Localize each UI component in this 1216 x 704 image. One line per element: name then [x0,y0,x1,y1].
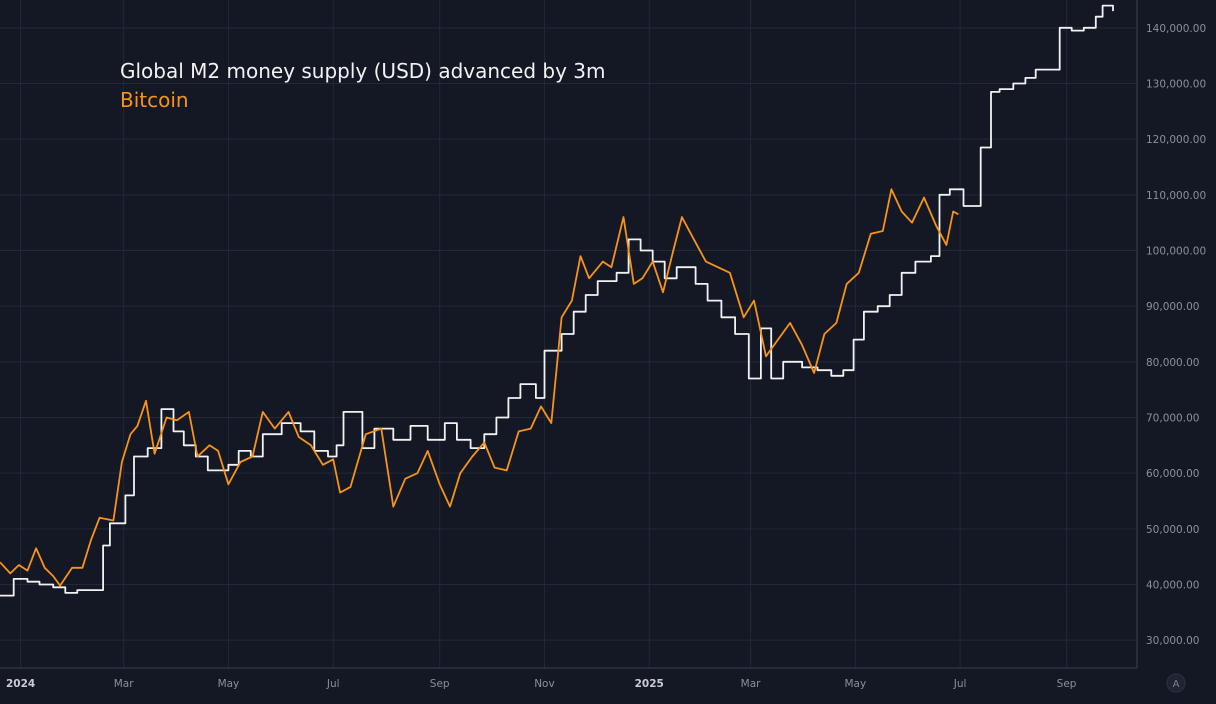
series-line-global-m2 [0,4,1114,597]
x-tick-label: Sep [430,678,450,690]
x-axis-tick-labels: 2024 Mar May Jul Sep Nov 2025 Mar May Jul Sep [6,678,1077,690]
legend-bitcoin-label: Bitcoin [120,88,189,112]
y-tick-label: 60,000.00 [1146,468,1199,480]
x-tick-label: Mar [114,678,134,690]
auto-scale-icon: A [1173,679,1180,690]
y-tick-label: 100,000.00 [1146,246,1206,258]
y-tick-label: 120,000.00 [1146,134,1206,146]
legend-m2-label: Global M2 money supply (USD) advanced by… [120,59,606,83]
auto-scale-button-circle[interactable] [1166,673,1186,693]
y-tick-label: 50,000.00 [1146,524,1199,536]
y-tick-label: 110,000.00 [1146,190,1206,202]
x-tick-label: Jul [953,678,967,690]
y-tick-label: 70,000.00 [1146,413,1199,425]
series-layer [0,4,1114,597]
y-tick-label: 90,000.00 [1146,301,1199,313]
x-tick-label: May [844,678,866,690]
auto-scale-button[interactable]: A [1166,673,1186,693]
x-tick-label: Jul [326,678,340,690]
y-axis-tick-labels: 30,000.00 40,000.00 50,000.00 60,000.00 70,0… [1146,23,1206,647]
x-tick-label: 2025 [635,678,664,690]
y-tick-label: 30,000.00 [1146,635,1199,647]
x-tick-label: May [218,678,240,690]
vertical-gridlines [20,0,1068,668]
y-tick-label: 80,000.00 [1146,357,1199,369]
x-tick-label: Sep [1057,678,1077,690]
x-tick-label: Nov [534,678,555,690]
horizontal-gridlines [0,27,1137,641]
y-tick-label: 140,000.00 [1146,23,1206,35]
y-tick-label: 130,000.00 [1146,79,1206,91]
series-line-bitcoin [0,188,959,587]
x-tick-label: 2024 [6,678,35,690]
y-tick-label: 40,000.00 [1146,580,1199,592]
x-tick-label: Mar [741,678,761,690]
